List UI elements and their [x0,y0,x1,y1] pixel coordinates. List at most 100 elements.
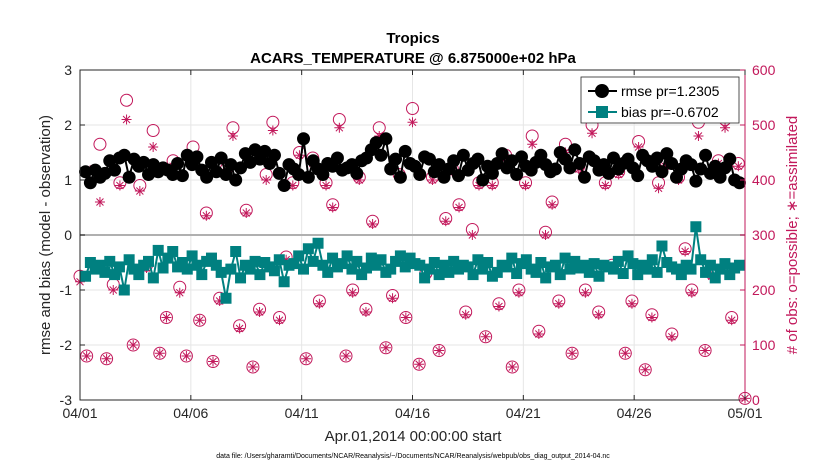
bias-point [220,292,232,304]
obs-possible-point [193,313,207,327]
rmse-point [490,157,504,170]
x-tick-label: 04/06 [173,405,208,421]
obs-possible-point [80,349,94,363]
legend-bias-label: bias pr=-0.6702 [621,104,719,120]
bias-point [244,263,256,275]
bias-point [477,263,489,275]
rmse-bias-series [79,132,746,304]
rmse-point [316,168,330,181]
x-tick-label: 04/01 [62,405,97,421]
obs-assimilated-point [267,125,278,136]
rmse-point [272,166,286,180]
rmse-point [267,148,281,162]
rmse-point [350,166,364,180]
obs-possible-point [339,349,353,363]
bias-point [554,269,566,281]
y-tick-label: 3 [64,62,72,78]
bias-point [210,259,222,271]
y-tick-label: -2 [60,337,73,353]
legend: rmse pr=1.2305 bias pr=-0.6702 [580,76,740,124]
bias-point [191,259,203,271]
obs-possible-point [120,93,134,107]
bias-point [506,252,518,264]
rmse-point [277,179,291,192]
rmse-point [447,154,461,168]
bias-point [704,259,716,271]
bias-point [80,270,92,282]
obs-assimilated-point [174,287,185,298]
bias-point [356,269,368,281]
legend-rmse-marker [595,84,609,98]
obs-assimilated-point [600,180,611,191]
obs-assimilated-point [513,287,524,298]
obs-assimilated-point [227,131,238,141]
obs-assimilated-point [121,114,132,125]
rmse-point [655,165,669,179]
bias-point [278,276,290,288]
bias-point [104,255,116,267]
legend-bias-marker [596,106,608,118]
rmse-point [485,166,499,180]
y2-tick-label: 0 [752,392,760,408]
rmse-point [607,151,621,165]
bias-point [583,266,595,278]
bias-point [612,255,624,267]
y2-tick-label: 100 [752,337,776,353]
obs-assimilated-point [380,342,391,353]
rmse-point [374,148,388,162]
obs-possible-point [505,360,519,374]
bias-point [84,257,96,268]
obs-assimilated-point [533,329,544,339]
obs-assimilated-point [347,287,358,298]
obs-assimilated-point [540,230,551,240]
obs-possible-point [618,346,632,360]
obs-possible-point [399,311,413,324]
obs-possible-point [698,344,712,357]
bias-point [167,246,179,257]
bias-point [302,243,314,255]
bias-point [327,252,339,264]
rmse-point [660,147,674,161]
obs-possible-point [100,352,114,366]
bias-point [293,250,305,262]
bias-point [152,244,164,256]
obs-assimilated-point [726,315,737,326]
rmse-point [297,132,311,146]
rmse-point [384,162,398,176]
obs-assimilated-point [81,351,92,361]
bias-point [254,269,266,281]
bias-point [578,259,590,271]
rmse-point [699,148,713,162]
rmse-point [214,151,228,165]
obs-possible-point [179,349,193,363]
obs-assimilated-point [148,142,159,152]
rmse-point [732,176,746,190]
bias-point [559,252,571,264]
obs-assimilated-point [467,230,478,240]
obs-possible-point [638,363,652,377]
bias-point [472,254,484,266]
bias-point [113,261,125,273]
obs-assimilated-point [653,183,664,194]
bias-point [351,255,363,267]
obs-assimilated-point [693,131,704,141]
bias-point [341,250,353,262]
rmse-point [171,157,185,170]
rmse-point [577,170,591,184]
bias-point [419,272,431,284]
obs-assimilated-point [108,285,119,295]
obs-possible-point [565,346,579,360]
obs-assimilated-point [700,345,711,356]
obs-assimilated-point [680,246,691,257]
rmse-point [137,155,151,169]
obs-assimilated-point [527,139,538,150]
obs-possible-point [159,311,173,324]
y2-tick-label: 300 [752,227,776,243]
obs-assimilated-point [314,298,325,309]
bias-point [656,240,668,252]
obs-assimilated-point [626,298,637,309]
obs-possible-point [153,346,167,360]
rmse-point [79,165,93,179]
obs-assimilated-point [580,287,591,298]
obs-possible-point [406,102,419,115]
